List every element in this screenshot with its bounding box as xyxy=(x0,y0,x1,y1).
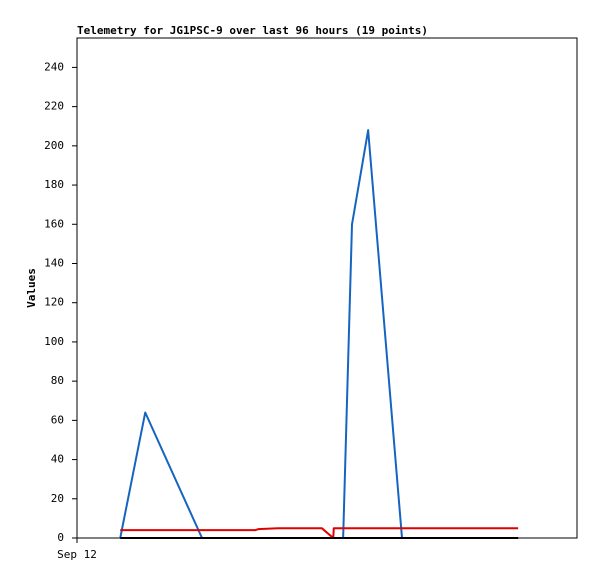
y-tick-label: 60 xyxy=(51,413,64,426)
y-tick-label: 180 xyxy=(44,178,64,191)
y-tick-label: 220 xyxy=(44,100,64,113)
y-tick-label: 120 xyxy=(44,296,64,309)
y-tick-label: 0 xyxy=(57,531,64,544)
y-tick-label: 100 xyxy=(44,335,64,348)
x-tick-label: Sep 12 xyxy=(57,548,97,561)
chart-title: Telemetry for JG1PSC-9 over last 96 hour… xyxy=(77,24,428,37)
y-tick-label: 20 xyxy=(51,492,64,505)
y-tick-label: 80 xyxy=(51,374,64,387)
y-tick-label: 40 xyxy=(51,453,64,466)
plot-frame xyxy=(76,37,578,539)
series-line xyxy=(119,129,519,539)
y-tick-label: 240 xyxy=(44,60,64,73)
y-tick-label: 160 xyxy=(44,217,64,230)
y-tick-label: 140 xyxy=(44,256,64,269)
y-tick-label: 200 xyxy=(44,139,64,152)
y-axis-label: Values xyxy=(25,268,38,308)
series-line xyxy=(120,527,519,539)
